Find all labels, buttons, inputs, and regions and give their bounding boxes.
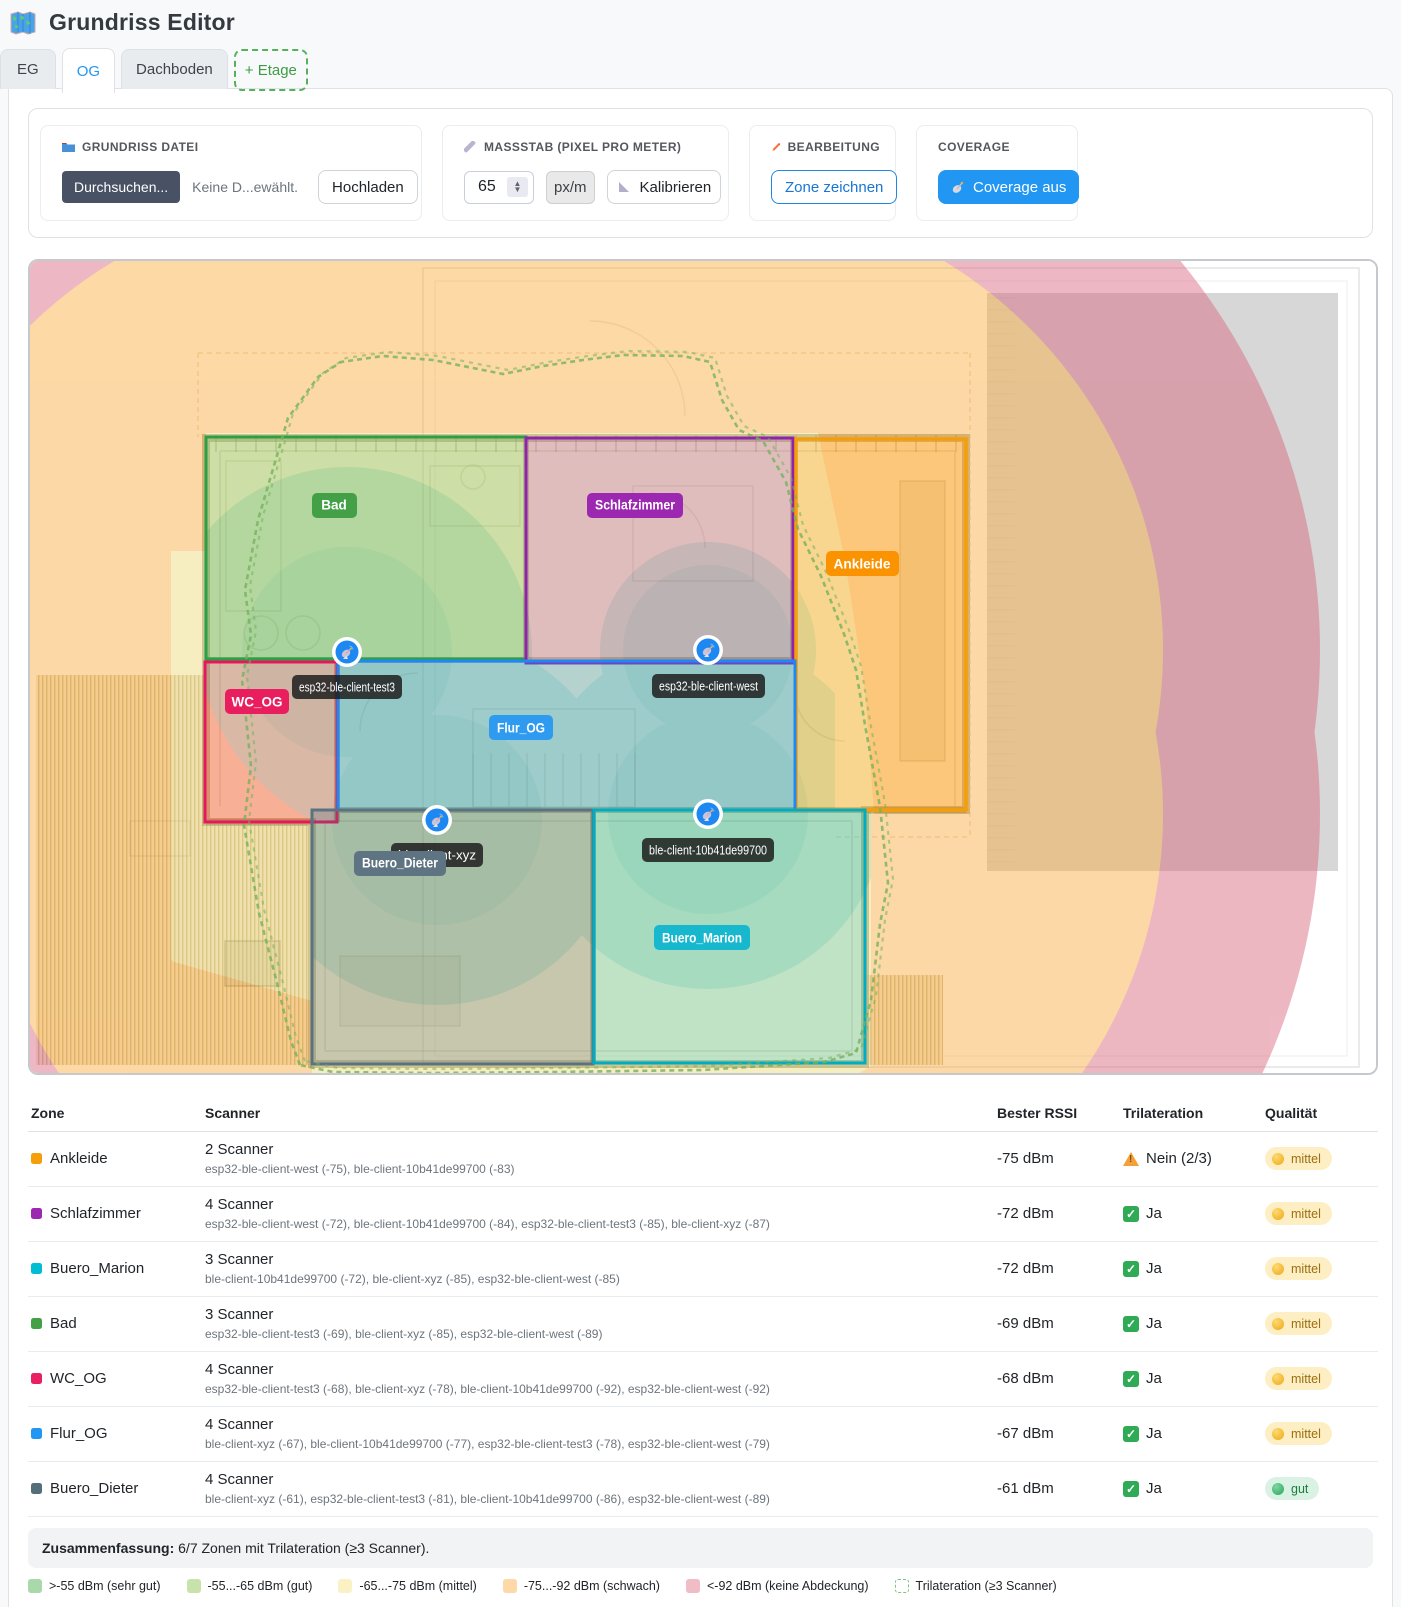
svg-text:WC_OG: WC_OG [231,695,282,710]
svg-text:esp32-ble-client-test3: esp32-ble-client-test3 [299,681,395,695]
svg-text:Buero_Dieter: Buero_Dieter [362,856,439,871]
svg-text:Bad: Bad [321,498,347,513]
svg-text:Flur_OG: Flur_OG [497,721,545,736]
svg-text:Ankleide: Ankleide [834,557,891,572]
svg-text:Buero_Marion: Buero_Marion [662,931,742,946]
svg-text:Schlafzimmer: Schlafzimmer [595,498,676,513]
svg-text:esp32-ble-client-west: esp32-ble-client-west [659,680,758,694]
svg-text:ble-client-10b41de99700: ble-client-10b41de99700 [649,844,767,858]
